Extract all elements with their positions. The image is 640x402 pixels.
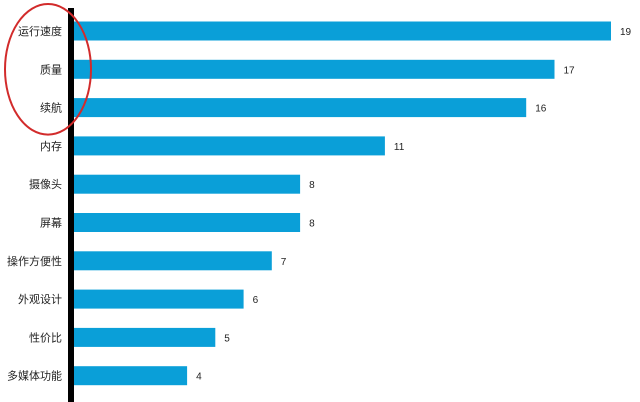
bar: [74, 366, 188, 386]
bars-layer: [74, 21, 611, 386]
category-label: 质量: [40, 63, 62, 76]
bar-value-label: 17: [564, 65, 576, 76]
category-label: 操作方便性: [7, 254, 62, 268]
bar: [74, 59, 555, 79]
category-label: 摄像头: [29, 177, 62, 191]
bar: [74, 289, 244, 309]
labels-layer: 19 运行速度 17 质量 16 续航 11 内存 8 摄像头 8 屏幕 7 操作方便性 6 外观设计 5 性价比…: [7, 24, 632, 383]
bar-value-label: 7: [281, 257, 287, 268]
bar: [74, 21, 611, 41]
category-label: 屏幕: [40, 216, 62, 230]
category-label: 内存: [40, 139, 62, 153]
y-axis-line: [68, 8, 74, 402]
bar-value-label: 8: [309, 180, 315, 191]
bar-value-label: 4: [196, 372, 202, 383]
bar: [74, 174, 301, 194]
bar-value-label: 16: [535, 104, 547, 115]
category-label: 性价比: [29, 330, 62, 344]
bar-value-label: 5: [224, 333, 230, 344]
category-label: 多媒体功能: [7, 369, 62, 383]
category-label: 外观设计: [18, 293, 62, 306]
bar: [74, 213, 301, 232]
category-label: 运行速度: [18, 24, 62, 38]
category-label: 续航: [40, 101, 62, 115]
bar: [74, 327, 216, 347]
bar-value-label: 6: [253, 295, 259, 306]
bar: [74, 251, 272, 271]
highlight-circle: [4, 3, 92, 136]
bar: [74, 136, 385, 156]
bar-value-label: 8: [309, 219, 315, 230]
bar: [74, 98, 527, 118]
bar-value-label: 19: [620, 27, 632, 38]
axis-layer: [68, 8, 74, 402]
bar-value-label: 11: [394, 142, 405, 153]
annotation-layer: [4, 3, 92, 136]
